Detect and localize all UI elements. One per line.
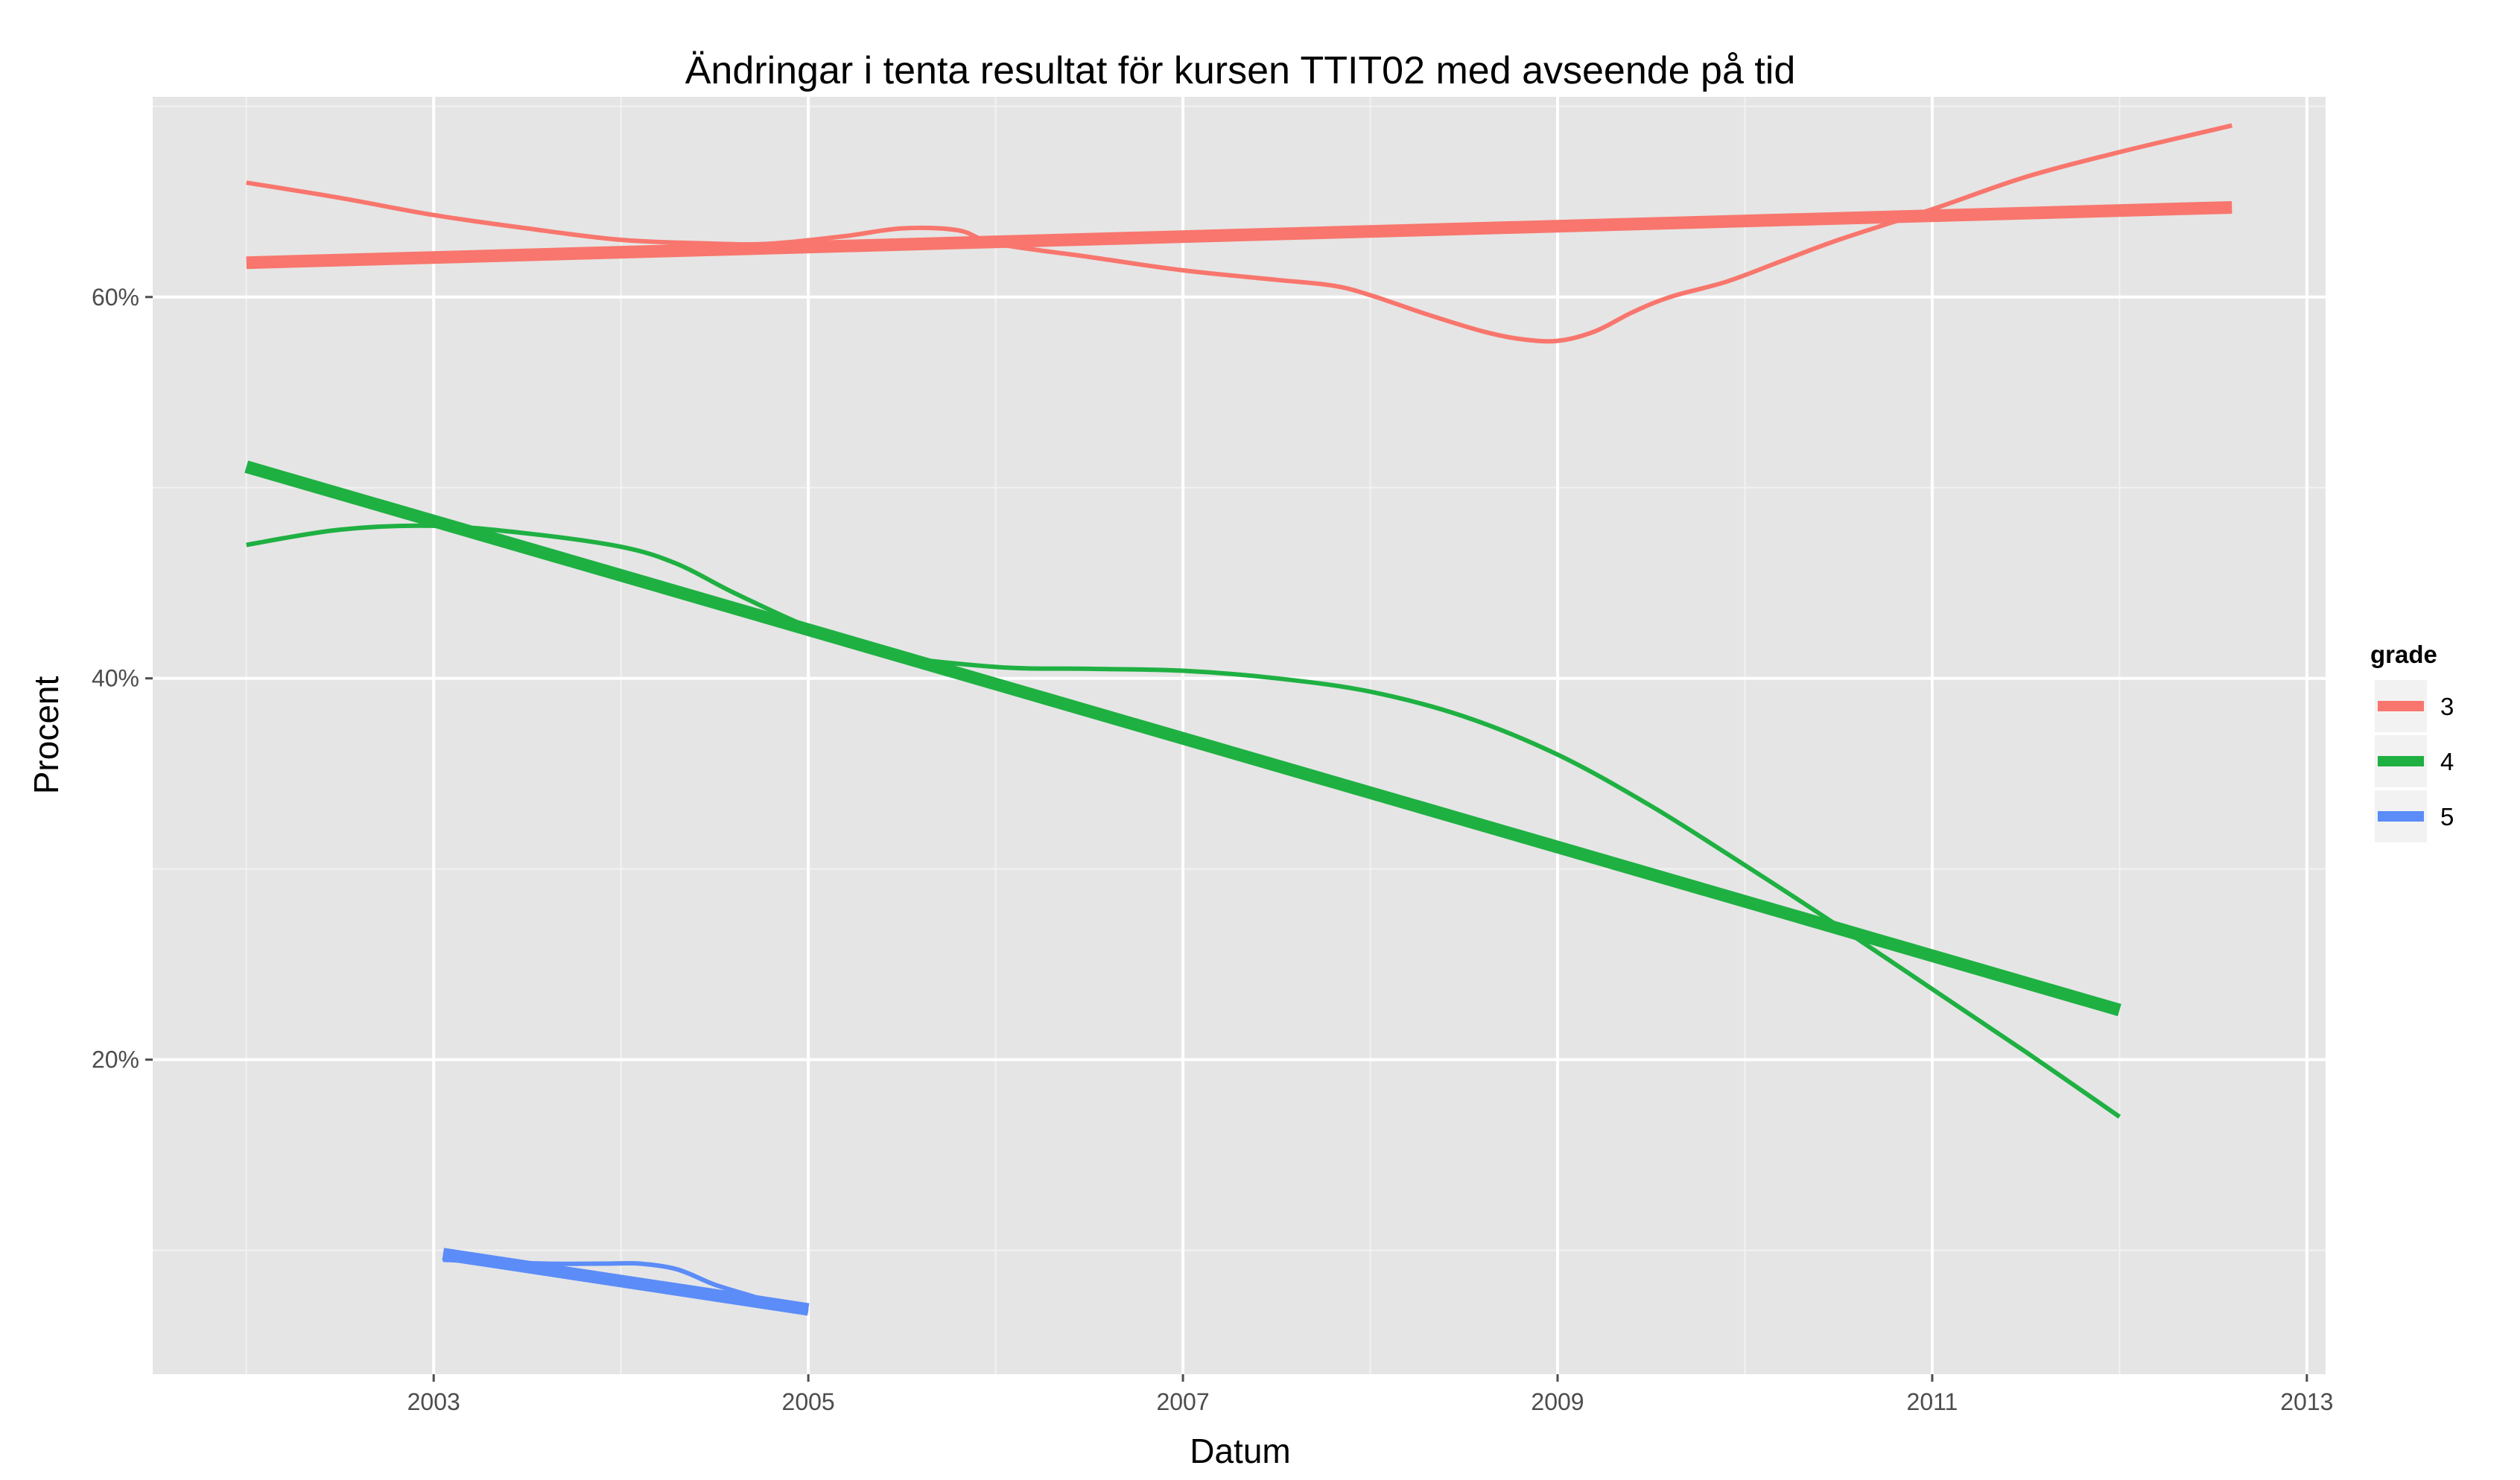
legend-label-3: 3 (2440, 693, 2454, 720)
x-tick-label: 2005 (782, 1388, 835, 1415)
minor-gridlines (153, 97, 2326, 1374)
y-tick-label: 60% (92, 284, 139, 311)
trend-line-grade-4 (244, 460, 2121, 1017)
legend: grade 3 4 5 (2370, 641, 2454, 844)
legend-label-5: 5 (2440, 803, 2454, 830)
legend-label-4: 4 (2440, 748, 2454, 775)
x-tick-label: 2007 (1156, 1388, 1209, 1415)
x-tick-label: 2013 (2280, 1388, 2333, 1415)
series-grade-5 (442, 1248, 810, 1316)
x-tick-label: 2011 (1907, 1388, 1958, 1415)
y-axis-ticks: 20% 40% 60% (92, 284, 153, 1073)
x-tick-label: 2009 (1531, 1388, 1584, 1415)
series-grade-3 (246, 123, 2232, 344)
plot-panel (153, 97, 2326, 1374)
y-axis-title: Procent (27, 676, 66, 795)
x-tick-label: 2003 (407, 1388, 460, 1415)
smooth-line-grade-4 (246, 523, 2121, 1119)
series-grade-4 (244, 460, 2121, 1119)
legend-title: grade (2370, 641, 2437, 668)
chart-title: Ändringar i tenta resultat för kursen TT… (685, 49, 1796, 92)
x-axis-ticks: 2003 2005 2007 2009 2011 2013 (407, 1374, 2333, 1415)
y-tick-label: 40% (92, 665, 139, 692)
smooth-line-grade-3 (246, 123, 2232, 344)
y-tick-label: 20% (92, 1047, 139, 1073)
trend-line-grade-3 (246, 200, 2232, 270)
x-axis-title: Datum (1190, 1432, 1290, 1470)
series-layer (244, 123, 2232, 1316)
trend-line-grade-5 (442, 1248, 810, 1316)
